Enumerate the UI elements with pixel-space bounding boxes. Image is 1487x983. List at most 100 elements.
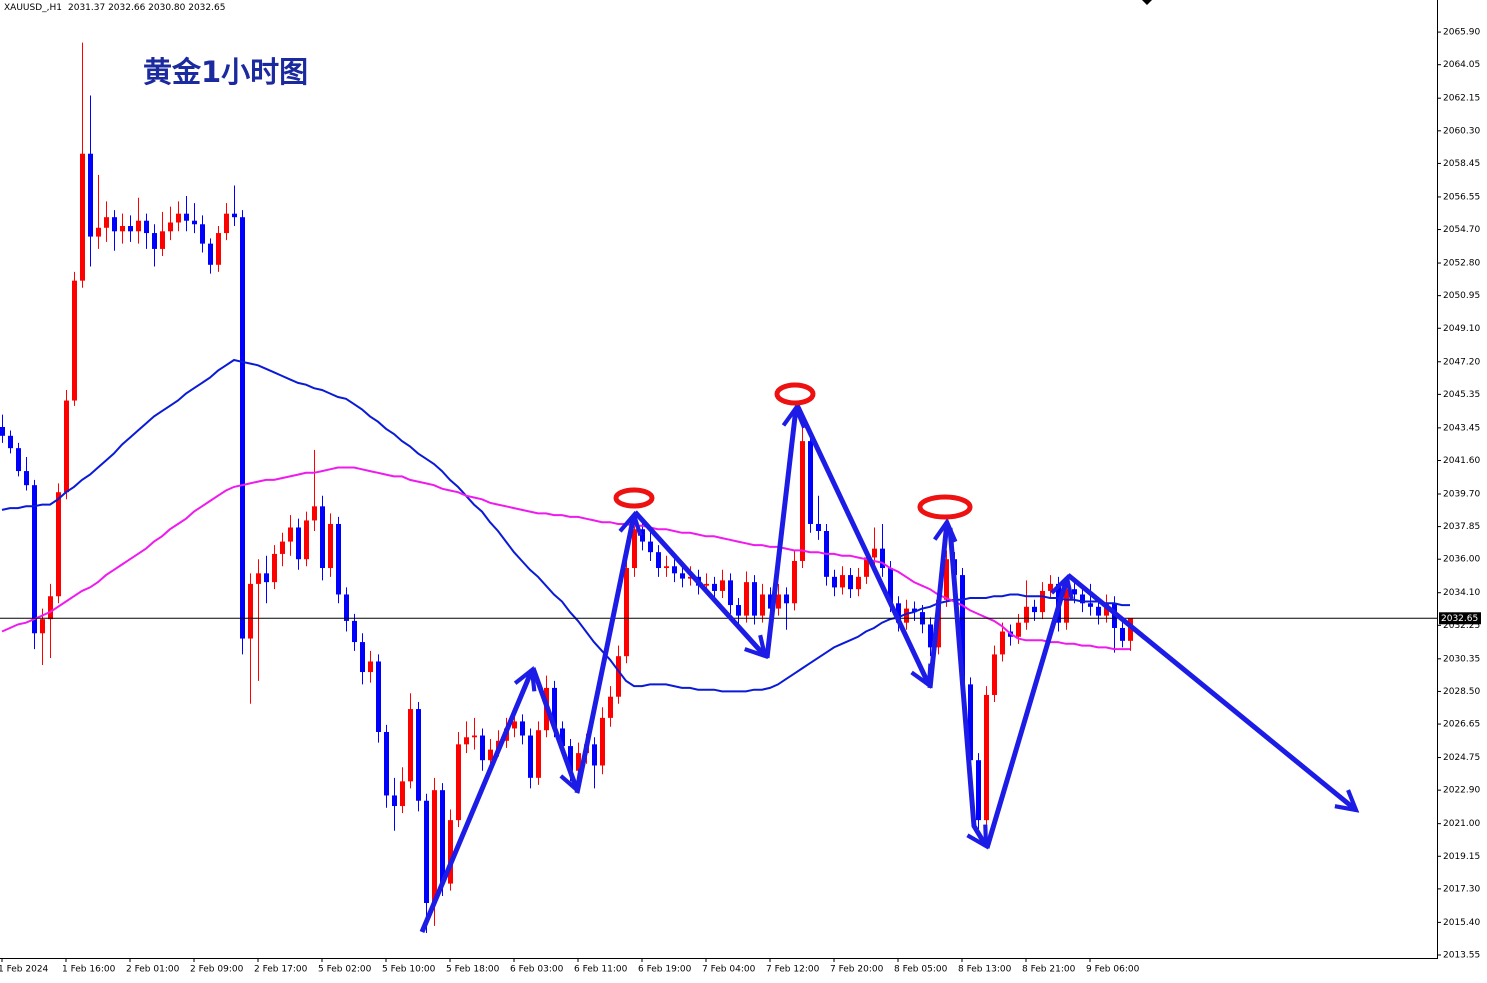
candle-body (816, 523, 821, 532)
candle-body (1000, 631, 1005, 655)
candle-body (464, 737, 469, 745)
candle-body (600, 717, 605, 766)
trend-arrow (1066, 573, 1356, 810)
candle-body (200, 224, 205, 244)
candle-body (8, 435, 13, 449)
candle-body (872, 548, 877, 558)
trend-arrow (794, 403, 929, 685)
y-tick-label: 2013.55 (1443, 951, 1480, 961)
moving-average (1, 466, 1130, 651)
trend-arrow (574, 515, 634, 794)
candle-body (160, 231, 165, 249)
annotations (419, 403, 1356, 933)
candle-body (296, 527, 301, 560)
y-tick-label: 2058.45 (1443, 159, 1480, 169)
candle-body (352, 620, 357, 643)
candle-body (288, 527, 293, 542)
candle-body (856, 576, 861, 590)
candle-body (240, 217, 245, 639)
candle-body (480, 735, 485, 761)
candle-body (416, 709, 421, 801)
candle-body (80, 153, 85, 281)
candle-body (776, 594, 781, 609)
candle-body (456, 744, 461, 821)
y-tick-label: 2065.90 (1443, 28, 1480, 38)
x-tick-label: 6 Feb 11:00 (574, 965, 628, 975)
x-tick-label: 8 Feb 21:00 (1022, 965, 1076, 975)
x-tick-label: 2 Feb 17:00 (254, 965, 308, 975)
x-tick-label: 6 Feb 19:00 (638, 965, 692, 975)
candle-body (1016, 622, 1021, 637)
candle-body (904, 608, 909, 623)
candle-body (448, 820, 453, 884)
candle-body (280, 541, 285, 554)
y-tick-label: 2045.35 (1443, 390, 1480, 400)
candle-body (256, 573, 261, 584)
candle-body (1072, 589, 1077, 595)
candle-body (944, 559, 949, 600)
candle-body (792, 560, 797, 604)
y-tick-label: 2043.45 (1443, 423, 1480, 433)
candle-body (752, 582, 757, 616)
x-tick-label: 1 Feb 2024 (0, 965, 49, 975)
y-tick-label: 2056.55 (1443, 192, 1480, 202)
candle-body (16, 448, 21, 472)
last-price-box (1439, 612, 1481, 625)
candle-body (992, 654, 997, 695)
candle-body (392, 795, 397, 807)
y-tick-label: 2034.10 (1443, 588, 1480, 598)
candle-body (104, 217, 109, 228)
x-tick-label: 7 Feb 04:00 (702, 965, 756, 975)
candle-body (800, 441, 805, 561)
trend-arrow (764, 408, 796, 659)
quote: 2031.37 2032.66 2030.80 2032.65 (68, 3, 225, 13)
y-tick-label: 2064.05 (1443, 60, 1480, 70)
candle-body (832, 576, 837, 588)
trend-arrow (633, 510, 765, 656)
x-tick-label: 1 Feb 16:00 (62, 965, 116, 975)
candle-body (888, 568, 893, 604)
y-tick-label: 2049.10 (1443, 324, 1480, 334)
candle-body (680, 573, 685, 579)
candle-body (1120, 627, 1125, 641)
candle-body (112, 217, 117, 232)
candle-body (624, 568, 629, 657)
candle-body (432, 790, 437, 903)
candle-body (24, 471, 29, 486)
top-marker (613, 487, 655, 509)
candle-body (120, 226, 125, 232)
candle-body (984, 694, 989, 821)
y-tick-label: 2021.00 (1443, 819, 1480, 829)
candle-body (512, 721, 517, 729)
x-tick-label: 2 Feb 01:00 (126, 965, 180, 975)
candle-body (32, 485, 37, 634)
candle-body (1048, 583, 1053, 591)
x-tick-label: 8 Feb 13:00 (958, 965, 1012, 975)
candle-body (664, 566, 669, 569)
y-tick-label: 2024.75 (1443, 753, 1480, 763)
candle-body (96, 227, 101, 237)
y-tick-label: 2028.50 (1443, 687, 1480, 697)
candle-body (264, 573, 269, 583)
y-tick-label: 2041.60 (1443, 456, 1480, 466)
candle-body (616, 656, 621, 697)
candle-body (744, 582, 749, 616)
candle-body (536, 730, 541, 778)
candle-body (552, 687, 557, 729)
candle-body (56, 492, 61, 597)
candle-body (320, 506, 325, 569)
candle-body (808, 441, 813, 524)
candle-body (64, 400, 69, 493)
candle-body (440, 790, 445, 884)
y-tick-label: 2032.25 (1443, 621, 1480, 631)
y-tick-label: 2052.80 (1443, 259, 1480, 269)
trend-arrow (927, 522, 947, 689)
candle-body (360, 642, 365, 673)
x-tick-label: 5 Feb 18:00 (446, 965, 500, 975)
y-tick-label: 2054.70 (1443, 225, 1480, 235)
x-tick-label: 8 Feb 05:00 (894, 965, 948, 975)
candle-body (224, 213, 229, 234)
